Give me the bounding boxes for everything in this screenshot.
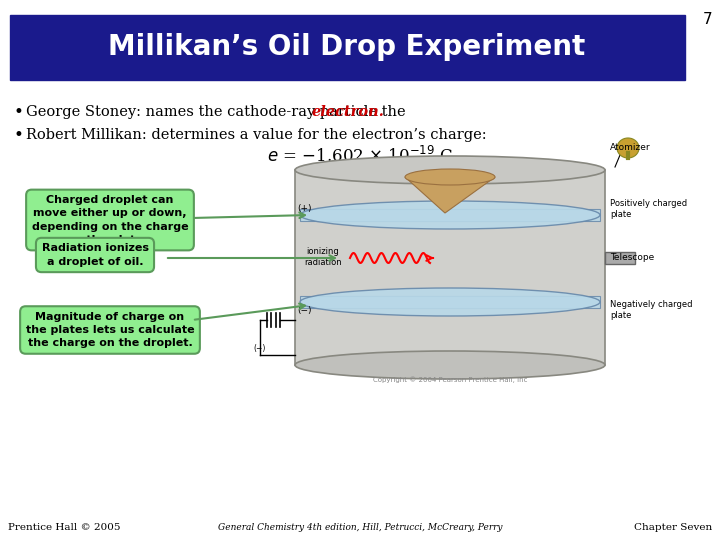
Text: 7: 7 <box>703 12 712 28</box>
Text: Negatively charged
plate: Negatively charged plate <box>610 300 693 320</box>
Polygon shape <box>300 209 600 221</box>
Text: electron.: electron. <box>312 105 385 119</box>
Text: ionizing
radiation: ionizing radiation <box>304 247 342 267</box>
Text: Charged droplet can
move either up or down,
depending on the charge
on the plate: Charged droplet can move either up or do… <box>32 195 189 245</box>
Ellipse shape <box>405 169 495 185</box>
Text: $e$ = $-$1.602 $\times$ 10$^{-19}$ C: $e$ = $-$1.602 $\times$ 10$^{-19}$ C <box>267 146 453 166</box>
Text: George Stoney: names the cathode-ray particle the: George Stoney: names the cathode-ray par… <box>26 105 410 119</box>
Ellipse shape <box>617 138 639 158</box>
Text: (−): (−) <box>254 343 266 353</box>
FancyBboxPatch shape <box>10 15 685 80</box>
Text: Copyright © 2004 Pearson Prentice Hall, Inc: Copyright © 2004 Pearson Prentice Hall, … <box>373 377 527 383</box>
Text: Prentice Hall © 2005: Prentice Hall © 2005 <box>8 523 120 532</box>
Text: Chapter Seven: Chapter Seven <box>634 523 712 532</box>
Text: Telescope: Telescope <box>610 253 654 262</box>
Text: (+): (+) <box>298 204 312 213</box>
Bar <box>605 252 635 264</box>
Text: Millikan’s Oil Drop Experiment: Millikan’s Oil Drop Experiment <box>109 33 585 61</box>
Text: •: • <box>13 103 23 121</box>
Ellipse shape <box>295 156 605 184</box>
Text: Radiation ionizes
a droplet of oil.: Radiation ionizes a droplet of oil. <box>42 244 148 267</box>
Text: Magnitude of charge on
the plates lets us calculate
the charge on the droplet.: Magnitude of charge on the plates lets u… <box>26 312 194 348</box>
Ellipse shape <box>295 351 605 379</box>
Polygon shape <box>295 170 605 365</box>
Text: Positively charged
plate: Positively charged plate <box>610 199 687 219</box>
Text: Robert Millikan: determines a value for the electron’s charge:: Robert Millikan: determines a value for … <box>26 128 487 142</box>
Ellipse shape <box>300 201 600 229</box>
Text: •: • <box>13 126 23 144</box>
Text: General Chemistry 4th edition, Hill, Petrucci, McCreary, Perry: General Chemistry 4th edition, Hill, Pet… <box>217 523 503 532</box>
Polygon shape <box>300 296 600 308</box>
Polygon shape <box>405 177 495 213</box>
Text: Atomizer: Atomizer <box>610 144 651 152</box>
Text: (−): (−) <box>298 306 312 314</box>
Ellipse shape <box>300 288 600 316</box>
